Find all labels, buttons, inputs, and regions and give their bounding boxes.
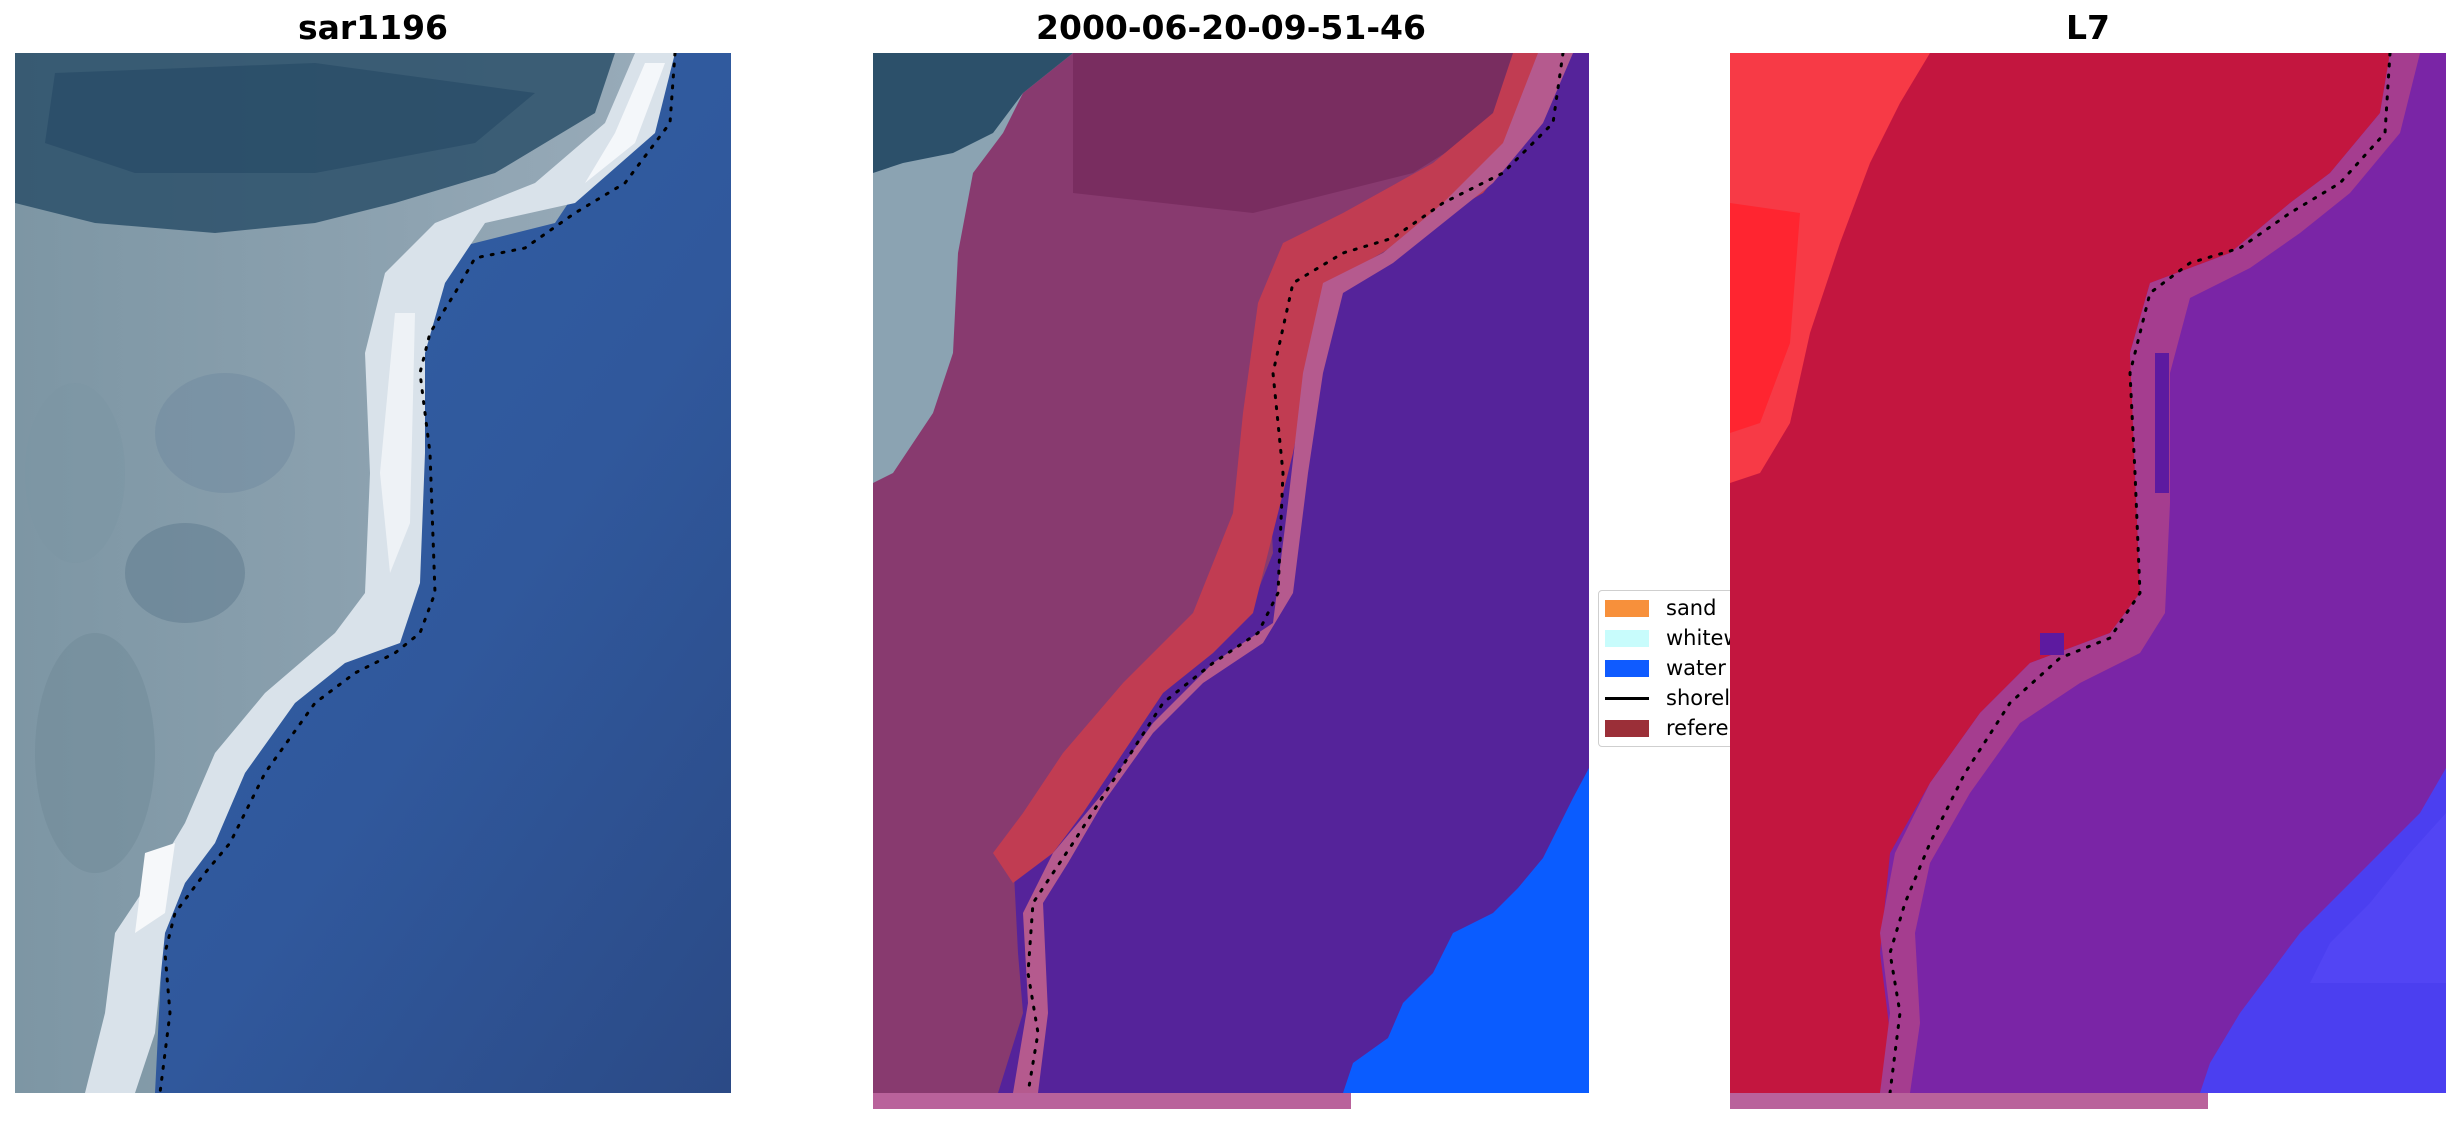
legend-swatch-reference — [1605, 719, 1649, 737]
rgb-image — [15, 53, 731, 1093]
legend-swatch-whitewater — [1605, 629, 1649, 647]
legend-swatch-sand — [1605, 599, 1649, 617]
legend-line-shoreline — [1605, 696, 1649, 700]
progress-bar-center — [873, 1093, 1351, 1109]
legend-label-reference: reference — [1666, 716, 1737, 740]
satellite-panel — [1730, 53, 2446, 1093]
rgb-image-panel — [15, 53, 731, 1093]
panel-title-date: 2000-06-20-09-51-46 — [1036, 8, 1426, 47]
classification-image — [873, 53, 1589, 1093]
legend-item-sand: sand — [1605, 596, 1716, 620]
panel-title-satellite: L7 — [2066, 8, 2110, 47]
satellite-image — [1730, 53, 2446, 1093]
legend-item-reference: reference — [1605, 716, 1737, 740]
progress-bar-right — [1730, 1093, 2208, 1109]
legend-item-shoreline: shoreline — [1605, 686, 1737, 710]
panel-title-image: sar1196 — [297, 8, 449, 47]
legend-label-sand: sand — [1666, 596, 1717, 620]
legend-label-shoreline: shoreline — [1666, 686, 1737, 710]
classification-panel — [873, 53, 1589, 1093]
legend-item-water: water — [1605, 656, 1726, 680]
legend-label-water: water — [1666, 656, 1726, 680]
legend-swatch-water — [1605, 659, 1649, 677]
